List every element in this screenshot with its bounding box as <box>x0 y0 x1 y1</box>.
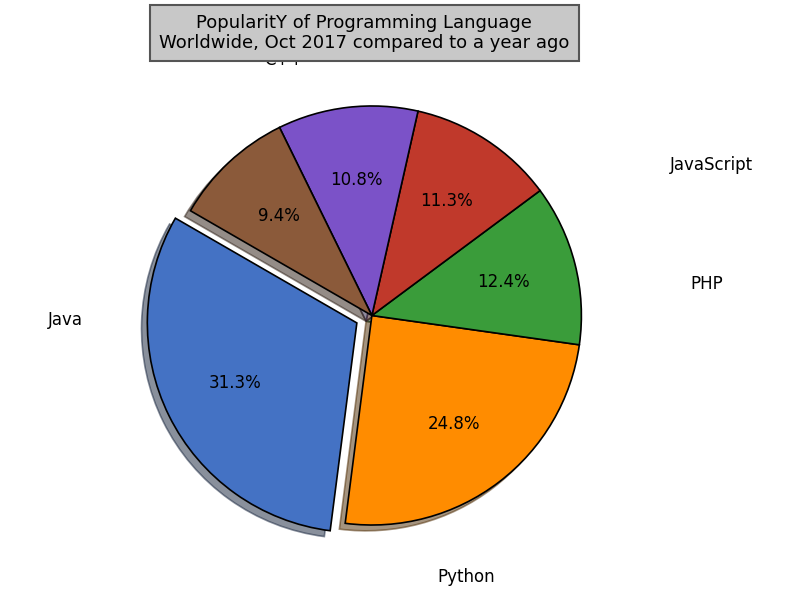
Text: JavaScript: JavaScript <box>670 155 753 173</box>
Text: 12.4%: 12.4% <box>478 273 530 291</box>
Text: 9.4%: 9.4% <box>258 207 300 225</box>
Wedge shape <box>372 111 540 316</box>
Title: PopularitY of Programming Language
Worldwide, Oct 2017 compared to a year ago: PopularitY of Programming Language World… <box>159 14 570 52</box>
Text: C#: C# <box>422 38 447 56</box>
Text: Python: Python <box>438 568 495 586</box>
Wedge shape <box>147 218 357 531</box>
Text: 10.8%: 10.8% <box>330 171 382 189</box>
Wedge shape <box>190 127 372 316</box>
Text: PHP: PHP <box>690 275 723 293</box>
Text: 31.3%: 31.3% <box>209 374 261 392</box>
Text: 24.8%: 24.8% <box>428 415 481 433</box>
Text: C++: C++ <box>264 51 303 69</box>
Wedge shape <box>279 106 418 316</box>
Text: Java: Java <box>48 311 82 329</box>
Wedge shape <box>345 316 579 525</box>
Text: 11.3%: 11.3% <box>420 193 473 211</box>
Wedge shape <box>372 191 582 345</box>
